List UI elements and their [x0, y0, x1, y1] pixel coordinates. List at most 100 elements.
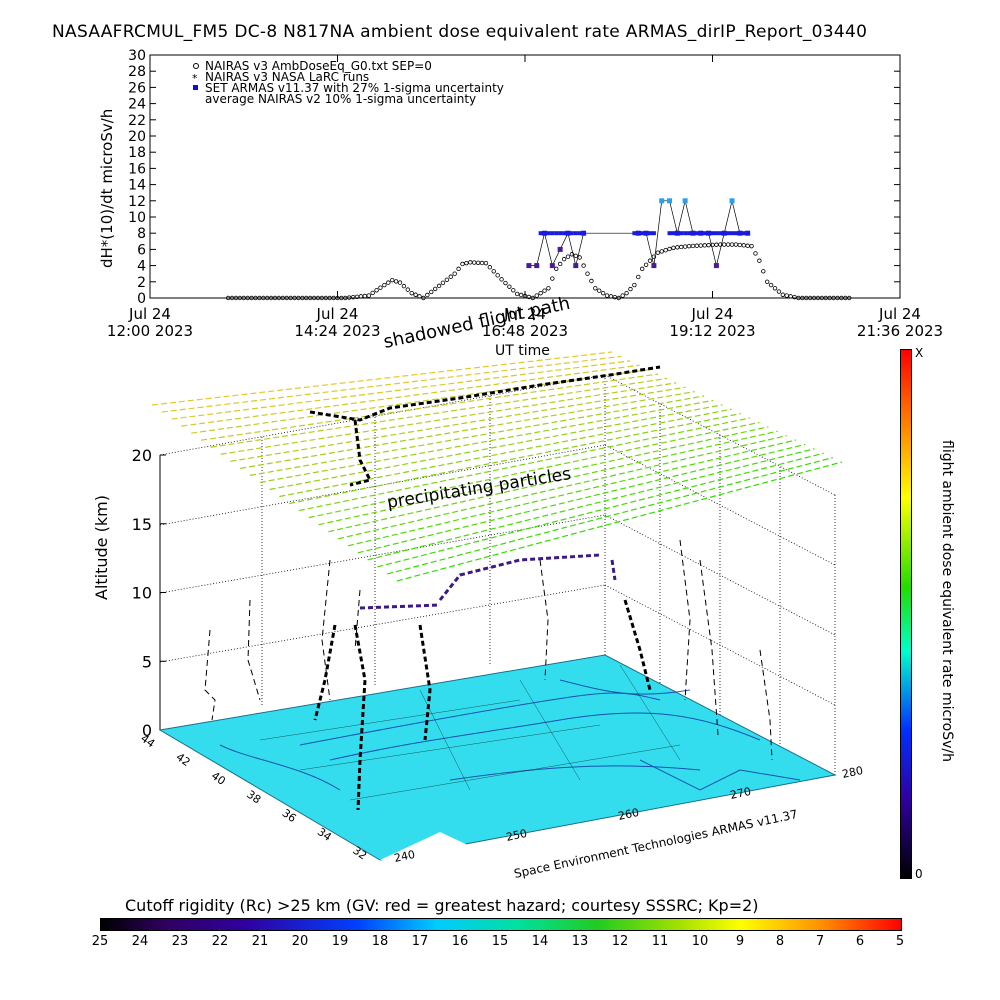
nairas-point — [581, 263, 586, 268]
cutoff-rigidity-tick: 13 — [571, 934, 589, 949]
armas-point — [549, 263, 555, 269]
particle-layer-line — [357, 443, 806, 554]
nairas-point — [565, 254, 571, 259]
ground-map-gap — [380, 832, 470, 860]
legend-entry: NAIRAS v3 NASA LaRC runs — [205, 70, 369, 84]
armas-band-point — [640, 231, 645, 236]
armas-band-point — [651, 231, 656, 236]
armas-band-point — [714, 231, 719, 236]
cutoff-rigidity-tick: 21 — [251, 934, 269, 949]
legend-entry: SET ARMAS v11.37 with 27% 1-sigma uncert… — [205, 81, 504, 95]
nairas-point — [511, 288, 516, 293]
nairas-point — [620, 293, 625, 298]
cutoff-rigidity-tick: 25 — [91, 934, 109, 949]
particle-layer-line — [210, 377, 668, 448]
nairas-point — [386, 280, 391, 285]
ts-x-tick-time: 16:48 2023 — [481, 322, 569, 340]
armas-band-point — [722, 231, 727, 236]
armas-point — [659, 198, 665, 204]
particle-layer-line — [347, 439, 797, 547]
nairas-point — [608, 294, 614, 299]
latitude-tick-label: 40 — [209, 769, 228, 788]
cutoff-rigidity-tick: 6 — [855, 934, 865, 949]
latitude-tick-label: 38 — [244, 788, 263, 807]
armas-band-point — [671, 231, 676, 236]
ts-y-tick-label: 30 — [128, 48, 146, 64]
nairas-point — [639, 266, 645, 272]
nairas-point — [753, 251, 758, 256]
nairas-point — [507, 284, 512, 289]
nairas-point — [397, 280, 403, 285]
altitude-tick-label: 20 — [132, 446, 152, 465]
armas-point — [682, 198, 688, 204]
flight-path-shadow — [309, 365, 661, 811]
nairas-point — [546, 286, 551, 291]
armas-band-point — [694, 231, 699, 236]
nairas-point — [597, 288, 602, 293]
armas-band-point — [718, 231, 723, 236]
armas-band-point — [565, 231, 570, 236]
particle-layer-line — [377, 452, 824, 568]
ts-y-tick-label: 18 — [128, 145, 146, 161]
cutoff-rigidity-tick: 17 — [411, 934, 429, 949]
map-features — [219, 679, 801, 791]
page-title: NASAAFRCMUL_FM5 DC-8 N817NA ambient dose… — [52, 22, 868, 42]
particle-layer-line — [289, 413, 741, 505]
ts-y-tick-label: 20 — [128, 129, 146, 145]
armas-band-point — [730, 231, 735, 236]
nairas-point — [440, 280, 446, 286]
nairas-point — [460, 261, 465, 267]
longitude-tick-label: 250 — [505, 827, 528, 844]
nairas-point — [659, 249, 664, 254]
armas-point — [557, 246, 563, 252]
nairas-point — [604, 293, 610, 298]
nairas-point — [538, 290, 543, 296]
ts-legend: NAIRAS v3 AmbDoseEq_G0.txt SEP=0 * NAIRAS … — [192, 59, 504, 106]
nairas-point — [382, 282, 387, 288]
nairas-point — [776, 289, 782, 294]
nairas-point — [522, 293, 528, 299]
colorbar-label: flight ambient dose equivalent rate micr… — [939, 440, 955, 762]
ts-y-tick-label: 12 — [128, 194, 146, 210]
nairas-point — [448, 274, 453, 279]
armas-band-point — [573, 231, 578, 236]
nairas-point — [616, 295, 621, 301]
cutoff-rigidity-colorbar — [100, 918, 902, 931]
ts-series-group — [225, 198, 852, 301]
ts-y-tick-label: 22 — [128, 113, 146, 129]
ts-x-tick-time: 21:36 2023 — [856, 322, 944, 340]
particle-layers — [151, 351, 843, 582]
nairas-point — [749, 243, 754, 249]
nairas-point — [585, 271, 590, 276]
latitude-tick-label: 42 — [174, 750, 193, 769]
nairas-point — [491, 269, 496, 274]
ts-x-tick-day: Jul 24 — [879, 305, 921, 323]
ts-y-tick-label: 6 — [137, 242, 146, 258]
nairas-point — [643, 262, 649, 267]
armas-band-point — [706, 231, 711, 236]
armas-band-point — [648, 231, 652, 236]
particle-layer-line — [259, 399, 714, 484]
particle-layer-line — [308, 421, 760, 519]
particle-layer-line — [298, 417, 751, 512]
nairas-point — [628, 286, 633, 292]
ground-map — [158, 654, 837, 861]
ts-x-tick-label: Jul 24 12:00 2023 — [100, 306, 200, 340]
cutoff-rigidity-title: Cutoff rigidity (Rc) >25 km (GV: red = g… — [125, 896, 759, 915]
cutoff-rigidity-tick: 14 — [531, 934, 549, 949]
colorbar-top-label: X — [915, 346, 924, 360]
ts-x-tick-label: Jul 24 21:36 2023 — [850, 306, 950, 340]
particle-layer-line — [151, 351, 613, 406]
nairas-point — [514, 291, 520, 297]
nairas-point — [530, 295, 536, 301]
cutoff-rigidity-tick: 18 — [371, 934, 389, 949]
nairas-point — [573, 253, 578, 259]
nairas-point — [432, 286, 438, 292]
armas-band-point — [698, 231, 703, 236]
particle-layer-line — [181, 364, 640, 427]
ts-y-tick-label: 2 — [137, 275, 146, 291]
nairas-point — [429, 289, 434, 295]
cutoff-rigidity-tick: 8 — [775, 934, 785, 949]
particle-layer-line — [230, 386, 686, 462]
